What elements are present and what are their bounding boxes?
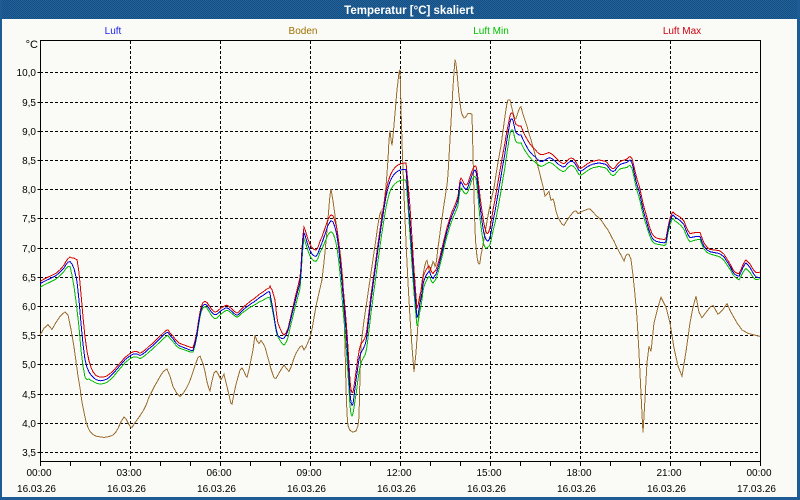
svg-text:09:00: 09:00	[296, 468, 321, 479]
svg-text:10,0: 10,0	[17, 68, 37, 79]
svg-text:16.03.26: 16.03.26	[377, 484, 416, 495]
svg-text:03:00: 03:00	[116, 468, 141, 479]
svg-text:5,5: 5,5	[22, 331, 36, 342]
svg-text:4,0: 4,0	[22, 419, 36, 430]
svg-text:Boden: Boden	[289, 26, 318, 37]
svg-text:8,5: 8,5	[22, 156, 36, 167]
svg-text:15:00: 15:00	[476, 468, 501, 479]
svg-text:4,5: 4,5	[22, 390, 36, 401]
svg-text:12:00: 12:00	[386, 468, 411, 479]
svg-text:Luft: Luft	[105, 26, 122, 37]
svg-text:3,5: 3,5	[22, 448, 36, 459]
svg-text:16.03.26: 16.03.26	[467, 484, 506, 495]
svg-text:16.03.26: 16.03.26	[557, 484, 596, 495]
svg-text:6,5: 6,5	[22, 273, 36, 284]
svg-text:17.03.26: 17.03.26	[737, 484, 776, 495]
svg-text:Temperatur [°C] skaliert: Temperatur [°C] skaliert	[344, 5, 474, 17]
svg-text:6,0: 6,0	[22, 302, 36, 313]
svg-text:7,5: 7,5	[22, 214, 36, 225]
svg-text:Luft Min: Luft Min	[473, 26, 509, 37]
svg-text:Luft Max: Luft Max	[663, 26, 701, 37]
svg-text:06:00: 06:00	[206, 468, 231, 479]
svg-text:00:00: 00:00	[26, 468, 51, 479]
svg-text:21:00: 21:00	[656, 468, 681, 479]
svg-text:9,5: 9,5	[22, 98, 36, 109]
svg-text:5,0: 5,0	[22, 360, 36, 371]
svg-text:16.03.26: 16.03.26	[287, 484, 326, 495]
svg-text:16.03.26: 16.03.26	[197, 484, 236, 495]
svg-text:16.03.26: 16.03.26	[647, 484, 686, 495]
svg-text:00:00: 00:00	[746, 468, 771, 479]
svg-text:16.03.26: 16.03.26	[17, 484, 56, 495]
svg-text:8,0: 8,0	[22, 185, 36, 196]
svg-text:°C: °C	[26, 39, 38, 51]
svg-text:7,0: 7,0	[22, 244, 36, 255]
svg-text:18:00: 18:00	[566, 468, 591, 479]
svg-text:9,0: 9,0	[22, 127, 36, 138]
svg-text:16.03.26: 16.03.26	[107, 484, 146, 495]
